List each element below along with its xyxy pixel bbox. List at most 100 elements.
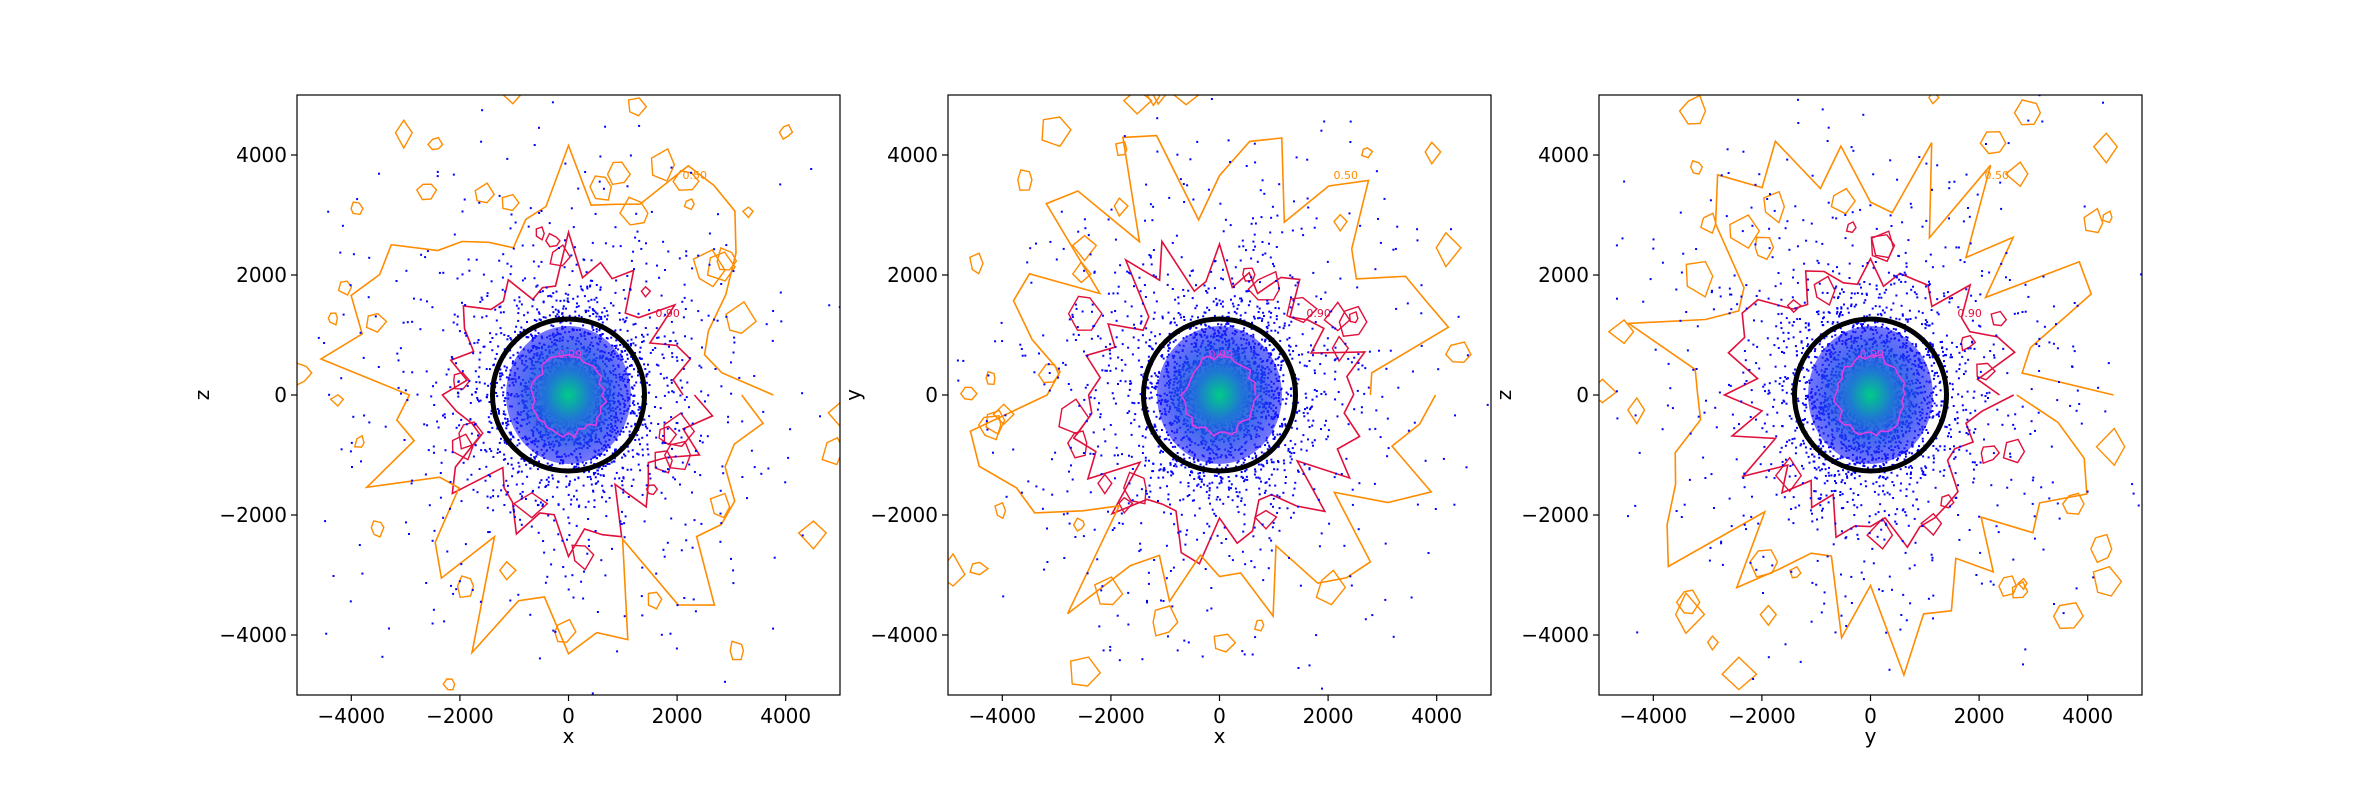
panel-middle-point xyxy=(1220,277,1223,280)
panel-left-point xyxy=(504,417,507,420)
panel-left-point xyxy=(615,344,618,347)
panel-middle-point xyxy=(1092,431,1095,434)
panel-left-point xyxy=(587,309,590,312)
panel-middle-point xyxy=(1312,354,1314,357)
panel-left-point xyxy=(492,489,495,492)
panel-middle-point xyxy=(1263,315,1265,317)
panel-left-point xyxy=(554,315,557,318)
panel-middle-contour-island xyxy=(1338,305,1368,337)
panel-left-point xyxy=(590,259,593,262)
panel-left-point xyxy=(433,451,435,454)
panel-left-point xyxy=(646,464,649,467)
panel-left-contour-island xyxy=(501,193,520,212)
panel-left-point xyxy=(674,339,677,342)
panel-left-point xyxy=(589,279,592,282)
panel-left-point xyxy=(432,608,435,611)
panel-middle-point xyxy=(1221,268,1224,271)
panel-middle-point xyxy=(1142,445,1145,448)
panel-left-contour-island xyxy=(337,280,353,296)
panel-middle-point xyxy=(1280,366,1282,369)
panel-left-point xyxy=(538,318,541,321)
panel-middle-point xyxy=(1171,605,1174,608)
panel-middle-point xyxy=(1188,456,1191,459)
panel-left-point xyxy=(457,395,460,398)
panel-middle-point xyxy=(1291,276,1294,279)
panel-middle-point xyxy=(1174,339,1177,342)
panel-left-point xyxy=(615,339,618,342)
panel-left-point xyxy=(588,470,590,473)
panel-left-point xyxy=(680,549,683,552)
panel-middle-point xyxy=(1112,397,1115,400)
panel-left-contour-island xyxy=(544,232,561,248)
panel-middle-point xyxy=(1289,345,1292,348)
panel-middle-point xyxy=(1333,378,1336,381)
panel-left-point xyxy=(733,341,736,344)
panel-left-point xyxy=(643,520,646,523)
panel-left-point xyxy=(363,414,366,417)
panel-left-point xyxy=(479,351,482,354)
panel-left-point xyxy=(713,318,716,321)
panel-middle-point xyxy=(1151,347,1153,350)
panel-middle-point xyxy=(1137,402,1140,404)
panel-middle-point xyxy=(1242,245,1245,248)
panel-left-point xyxy=(505,442,508,445)
panel-left-point xyxy=(453,313,456,316)
panel-left-point xyxy=(527,225,530,228)
panel-middle-point xyxy=(1259,281,1261,284)
panel-middle-point xyxy=(1254,245,1256,248)
panel-left-point xyxy=(519,518,522,521)
panel-left-point xyxy=(550,563,553,566)
panel-left-point xyxy=(517,470,520,473)
panel-middle-point xyxy=(1313,488,1316,491)
panel-left-point xyxy=(411,320,414,323)
panel-middle-point xyxy=(1200,323,1203,326)
panel-left-point xyxy=(664,497,667,500)
panel-middle-point xyxy=(1323,120,1326,123)
panel-left-point xyxy=(670,379,673,382)
panel-left-point xyxy=(485,465,488,468)
panel-middle-point xyxy=(1172,472,1175,475)
panel-middle-point xyxy=(1136,494,1139,497)
panel-left-contour-island xyxy=(654,450,673,474)
panel-middle-point xyxy=(1166,355,1169,358)
panel-middle-point xyxy=(1128,454,1130,457)
panel-left-point xyxy=(595,328,598,331)
panel-middle-point xyxy=(1171,445,1174,448)
panel-left-point xyxy=(565,307,567,310)
panel-middle-point xyxy=(1074,536,1077,538)
panel-middle-point xyxy=(1283,462,1286,465)
panel-middle-point xyxy=(1326,348,1329,351)
panel-left-contour-island xyxy=(827,401,840,428)
panel-middle-point xyxy=(1089,452,1092,455)
panel-middle-point xyxy=(1171,288,1174,290)
panel-left-point xyxy=(618,477,621,480)
panel-middle-point xyxy=(1186,529,1189,532)
panel-left-point xyxy=(488,531,491,533)
panel-left-point xyxy=(498,412,501,415)
panel-left-point xyxy=(746,497,748,500)
panel-middle-point xyxy=(1357,528,1360,531)
panel-left-point xyxy=(680,412,683,415)
panel-left-point xyxy=(765,323,768,326)
panel-middle-contour-island xyxy=(1152,95,1167,106)
panel-middle-point xyxy=(1389,349,1392,352)
panel-left-point xyxy=(666,541,669,544)
panel-middle-point xyxy=(1336,357,1339,360)
panel-middle-contour-island xyxy=(1122,95,1153,115)
panel-middle-point xyxy=(1147,571,1150,574)
panel-middle-point xyxy=(1163,467,1166,470)
panel-middle-point xyxy=(1123,135,1126,138)
panel-left-point xyxy=(498,409,500,412)
panel-left-point xyxy=(509,599,512,602)
panel-left-point xyxy=(583,464,586,467)
panel-middle-point xyxy=(1302,234,1305,237)
panel-left-xtick-label: 4000 xyxy=(760,704,811,728)
panel-left-point xyxy=(624,319,627,322)
panel-left-point xyxy=(529,613,532,616)
panel-left-point xyxy=(613,345,616,347)
panel-left-point xyxy=(419,298,422,301)
panel-left-point xyxy=(661,353,664,356)
panel-left-point xyxy=(637,463,640,466)
panel-middle-point xyxy=(1261,319,1263,322)
panel-middle-point xyxy=(1175,324,1178,327)
